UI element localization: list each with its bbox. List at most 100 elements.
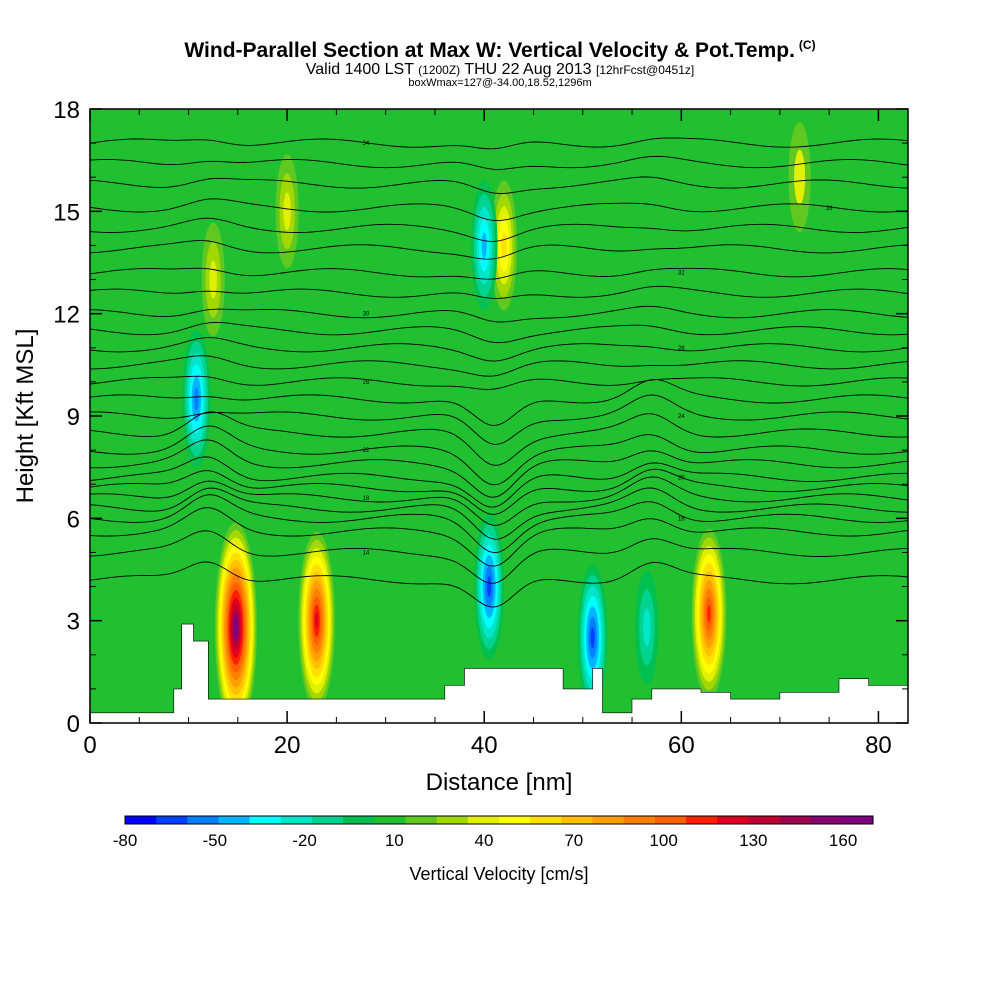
- isentrope-line: [90, 305, 908, 323]
- terrain-mask: [90, 623, 908, 723]
- velocity-field: [90, 109, 908, 723]
- isentrope-line: [90, 321, 908, 344]
- w-cell: [487, 576, 492, 597]
- colorbar-label: 40: [475, 831, 494, 850]
- isentrope-line: [90, 476, 908, 526]
- w-cell: [794, 149, 806, 205]
- isentrope-label: 20: [678, 475, 685, 481]
- colorbar-frame: [124, 815, 874, 825]
- isentrope-line: [90, 267, 908, 280]
- colorbar-swatch: [779, 816, 812, 824]
- w-cell: [194, 387, 199, 411]
- y-tick-label: 15: [53, 199, 80, 226]
- isentrope-label: 18: [363, 496, 370, 502]
- isentrope-label: 26: [363, 380, 370, 386]
- isentrope-line: [90, 375, 908, 390]
- colorbar-swatch: [530, 816, 562, 824]
- isentrope-line: [90, 379, 908, 427]
- isentrope-line: [90, 439, 908, 498]
- colorbar-label: -80: [113, 831, 138, 850]
- colorbar-swatch: [841, 816, 874, 824]
- y-axis-title: Height [Kft MSL]: [12, 329, 39, 504]
- colorbar-label: 100: [649, 831, 677, 850]
- colorbar-swatch: [499, 816, 531, 824]
- isentrope-line: [90, 487, 908, 540]
- colorbar-swatch: [249, 816, 282, 824]
- y-tick-label: 3: [67, 609, 80, 636]
- colorbar-label: -20: [292, 831, 317, 850]
- isentrope-line: [90, 411, 908, 466]
- colorbar-swatch: [343, 816, 375, 824]
- isentrope-label: 14: [363, 550, 370, 556]
- isentrope-line: [90, 468, 908, 515]
- colorbar-swatch: [748, 816, 780, 824]
- isentrope-line: [90, 285, 908, 299]
- colorbar-swatch: [467, 816, 500, 824]
- colorbar-swatch: [810, 816, 843, 824]
- x-tick-label: 0: [83, 732, 96, 759]
- isentrope-line: [90, 561, 908, 608]
- y-tick-label: 0: [67, 711, 80, 738]
- colorbar-label: 130: [739, 831, 767, 850]
- x-axis-title: Distance [nm]: [426, 769, 573, 796]
- colorbar-swatch: [686, 816, 718, 824]
- colorbar: -80 -50 -20 10 40 70 100 130 160 Vertical Velocit…: [113, 815, 874, 884]
- colorbar-swatch: [717, 816, 749, 824]
- isentrope-line: [90, 337, 908, 362]
- w-cell: [234, 619, 238, 635]
- colorbar-label: 10: [385, 831, 404, 850]
- colorbar-swatch: [405, 816, 438, 824]
- isentrope-line: [90, 176, 908, 194]
- isentrope-line: [90, 507, 908, 567]
- w-cell: [314, 612, 319, 629]
- isentrope-line: [90, 198, 908, 222]
- w-cell: [481, 232, 487, 259]
- isentrope-line: [90, 425, 908, 486]
- chart-title: Wind-Parallel Section at Max W: Vertical…: [184, 38, 816, 62]
- axes: 0 20 40 60 80 0 3 6 9 12 15 18 Distance [nm] Height […: [12, 97, 908, 796]
- colorbar-swatch: [218, 816, 251, 824]
- isentrope-line: [90, 217, 908, 242]
- colorbar-swatch: [280, 816, 313, 824]
- isentrope-label: 33: [826, 206, 833, 212]
- chart-subline: boxWmax=127@-34.00,18.52,1296m: [408, 77, 592, 89]
- x-tick-label: 40: [471, 732, 498, 759]
- y-tick-label: 18: [53, 97, 80, 124]
- x-tick-label: 20: [274, 732, 301, 759]
- w-cell: [209, 260, 217, 299]
- colorbar-label: 160: [829, 831, 857, 850]
- isentrope-label: 30: [363, 312, 370, 318]
- colorbar-swatch: [436, 816, 469, 824]
- isentrope-label: 28: [678, 346, 685, 352]
- isentrope-line: [90, 530, 908, 584]
- isentrope-label: 34: [363, 141, 370, 147]
- y-tick-label: 6: [67, 506, 80, 533]
- colorbar-swatch: [312, 816, 344, 824]
- colorbar-swatch: [187, 816, 219, 824]
- w-cell: [501, 232, 507, 259]
- w-cell: [707, 605, 711, 623]
- isentrope-line: [90, 155, 908, 170]
- y-tick-label: 9: [67, 404, 80, 431]
- colorbar-swatch: [623, 816, 656, 824]
- y-tick-label: 12: [53, 302, 80, 329]
- isentrope-label: 22: [363, 448, 370, 454]
- colorbar-swatch: [156, 816, 188, 824]
- isentrope-lines: 34 33 32 30 28 26 24 22 20 18 16 14: [90, 137, 908, 608]
- isentrope-line: [90, 494, 908, 554]
- isentrope-label: 16: [678, 516, 685, 522]
- isentrope-line: [90, 394, 908, 445]
- isentrope-line: [90, 355, 908, 377]
- x-tick-label: 60: [668, 732, 695, 759]
- colorbar-title: Vertical Velocity [cm/s]: [409, 864, 588, 884]
- colorbar-label: -50: [203, 831, 228, 850]
- colorbar-swatch: [125, 816, 157, 824]
- colorbar-swatch: [374, 816, 406, 824]
- w-cell: [590, 627, 595, 649]
- isentrope-label: 24: [678, 414, 685, 420]
- colorbar-swatch: [592, 816, 625, 824]
- x-tick-label: 80: [865, 732, 892, 759]
- terrain-polygon: [90, 623, 908, 723]
